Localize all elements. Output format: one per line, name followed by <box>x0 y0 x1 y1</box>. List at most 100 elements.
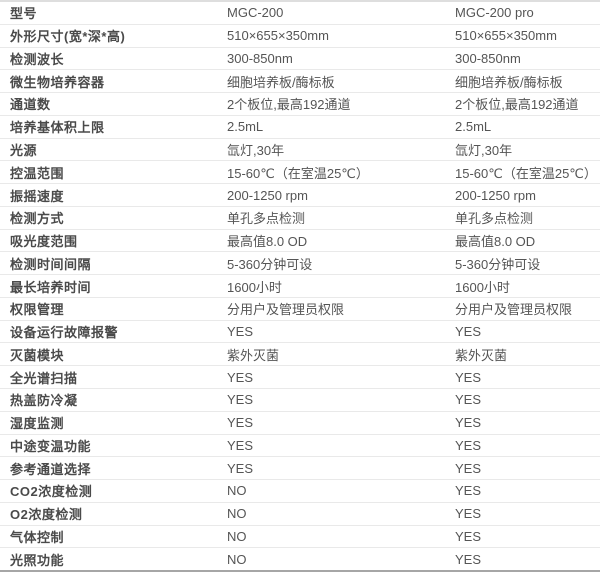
spec-value-mgc200pro: 2个板位,最高192通道 <box>455 97 579 113</box>
table-row: CO2浓度检测 NO YES <box>0 480 600 503</box>
spec-value-mgc200: YES <box>227 460 254 476</box>
spec-value-mgc200: YES <box>227 437 254 453</box>
table-row: 中途变温功能 YES YES <box>0 435 600 458</box>
spec-value-mgc200pro: 氙灯,30年 <box>455 142 513 158</box>
spec-label: 湿度监测 <box>10 416 65 432</box>
spec-label: 检测波长 <box>10 51 65 67</box>
spec-value-mgc200pro: YES <box>455 392 482 408</box>
spec-label: 中途变温功能 <box>10 438 92 454</box>
spec-label: O2浓度检测 <box>10 507 83 523</box>
spec-value-mgc200pro: 细胞培养板/酶标板 <box>455 74 563 90</box>
table-row: 湿度监测 YES YES <box>0 412 600 435</box>
spec-value-mgc200: NO <box>227 551 247 567</box>
spec-value-mgc200: NO <box>227 528 247 544</box>
spec-label: 振摇速度 <box>10 188 65 204</box>
table-row: 灭菌模块 紫外灭菌 紫外灭菌 <box>0 343 600 367</box>
spec-value-mgc200: YES <box>227 369 254 385</box>
spec-value-mgc200pro: 300-850nm <box>455 50 521 66</box>
spec-label: 设备运行故障报警 <box>10 325 119 341</box>
table-row: 控温范围 15-60℃（在室温25℃） 15-60℃（在室温25℃） <box>0 161 600 185</box>
spec-value-mgc200: 1600小时 <box>227 279 282 295</box>
spec-value-mgc200: 510×655×350mm <box>227 28 329 44</box>
spec-value-mgc200pro: YES <box>455 551 482 567</box>
spec-label: 检测方式 <box>10 211 65 227</box>
spec-value-mgc200pro: YES <box>455 369 482 385</box>
spec-value-mgc200pro: YES <box>455 528 482 544</box>
table-row: 吸光度范围 最高值8.0 OD 最高值8.0 OD <box>0 230 600 253</box>
spec-value-mgc200pro: 紫外灭菌 <box>455 347 508 363</box>
table-row: 最长培养时间 1600小时 1600小时 <box>0 275 600 298</box>
spec-value-mgc200pro: 5-360分钟可设 <box>455 256 541 272</box>
spec-label: 最长培养时间 <box>10 279 92 295</box>
spec-label: 通道数 <box>10 97 51 113</box>
spec-value-mgc200pro: YES <box>455 415 482 431</box>
table-row: 权限管理 分用户及管理员权限 分用户及管理员权限 <box>0 298 600 321</box>
spec-value-mgc200: 最高值8.0 OD <box>227 234 308 250</box>
table-row: 外形尺寸(宽*深*高) 510×655×350mm 510×655×350mm <box>0 25 600 48</box>
table-row: 培养基体积上限 2.5mL 2.5mL <box>0 116 600 139</box>
spec-value-mgc200pro: YES <box>455 460 482 476</box>
spec-value-mgc200: NO <box>227 483 247 499</box>
spec-value-mgc200pro: YES <box>455 506 482 522</box>
spec-value-mgc200: YES <box>227 392 254 408</box>
table-row: 振摇速度 200-1250 rpm 200-1250 rpm <box>0 184 600 207</box>
spec-label: 热盖防冷凝 <box>10 393 78 409</box>
spec-value-mgc200: 分用户及管理员权限 <box>227 302 345 318</box>
spec-value-mgc200pro: YES <box>455 483 482 499</box>
spec-value-mgc200: 2个板位,最高192通道 <box>227 97 351 113</box>
spec-value-mgc200pro: 510×655×350mm <box>455 28 557 44</box>
spec-value-mgc200: 紫外灭菌 <box>227 347 280 363</box>
spec-label: 培养基体积上限 <box>10 120 105 136</box>
spec-value-mgc200: 200-1250 rpm <box>227 187 308 203</box>
table-row: 气体控制 NO YES <box>0 526 600 549</box>
table-row: 检测波长 300-850nm 300-850nm <box>0 48 600 71</box>
spec-label: CO2浓度检测 <box>10 484 93 500</box>
table-row: 全光谱扫描 YES YES <box>0 366 600 390</box>
table-row: 通道数 2个板位,最高192通道 2个板位,最高192通道 <box>0 93 600 116</box>
spec-label: 控温范围 <box>10 165 65 181</box>
spec-value-mgc200: 单孔多点检测 <box>227 211 306 227</box>
spec-value-mgc200pro: 单孔多点检测 <box>455 211 534 227</box>
spec-value-mgc200pro: 最高值8.0 OD <box>455 234 536 250</box>
table-row: 光照功能 NO YES <box>0 548 600 570</box>
table-row: O2浓度检测 NO YES <box>0 503 600 526</box>
spec-label: 气体控制 <box>10 529 65 545</box>
spec-value-mgc200: 氙灯,30年 <box>227 142 285 158</box>
spec-value-mgc200: 15-60℃（在室温25℃） <box>227 165 369 181</box>
spec-value-mgc200: YES <box>227 415 254 431</box>
table-row: 微生物培养容器 细胞培养板/酶标板 细胞培养板/酶标板 <box>0 70 600 94</box>
spec-label: 参考通道选择 <box>10 461 92 477</box>
spec-value-mgc200pro: YES <box>455 437 482 453</box>
spec-value-mgc200pro: 1600小时 <box>455 279 510 295</box>
spec-value-mgc200pro: 200-1250 rpm <box>455 187 536 203</box>
spec-value-mgc200: 2.5mL <box>227 119 264 135</box>
spec-value-mgc200: 300-850nm <box>227 50 293 66</box>
table-row: 热盖防冷凝 YES YES <box>0 389 600 412</box>
spec-value-mgc200: 5-360分钟可设 <box>227 256 313 272</box>
spec-label: 灭菌模块 <box>10 347 65 363</box>
table-row: 设备运行故障报警 YES YES <box>0 321 600 344</box>
spec-value-mgc200pro: 2.5mL <box>455 119 492 135</box>
spec-value-mgc200pro: 分用户及管理员权限 <box>455 302 573 318</box>
spec-label: 全光谱扫描 <box>10 370 78 386</box>
spec-value-mgc200pro: YES <box>455 324 482 340</box>
spec-label: 检测时间间隔 <box>10 256 92 272</box>
spec-label: 吸光度范围 <box>10 234 78 250</box>
spec-value-mgc200: YES <box>227 324 254 340</box>
spec-label: 权限管理 <box>10 302 65 318</box>
table-row: 参考通道选择 YES YES <box>0 457 600 481</box>
spec-label: 型号 <box>10 6 38 22</box>
table-row: 光源 氙灯,30年 氙灯,30年 <box>0 139 600 162</box>
table-row: 检测时间间隔 5-360分钟可设 5-360分钟可设 <box>0 252 600 276</box>
spec-label: 微生物培养容器 <box>10 74 105 90</box>
table-row: 检测方式 单孔多点检测 单孔多点检测 <box>0 207 600 230</box>
spec-value-mgc200: 细胞培养板/酶标板 <box>227 74 335 90</box>
spec-value-mgc200: NO <box>227 506 247 522</box>
spec-value-mgc200pro: MGC-200 pro <box>455 5 534 21</box>
spec-label: 外形尺寸(宽*深*高) <box>10 29 126 45</box>
spec-label: 光源 <box>10 142 38 158</box>
spec-value-mgc200pro: 15-60℃（在室温25℃） <box>455 165 597 181</box>
table-row: 型号 MGC-200 MGC-200 pro <box>0 2 600 25</box>
spec-value-mgc200: MGC-200 <box>227 5 284 21</box>
